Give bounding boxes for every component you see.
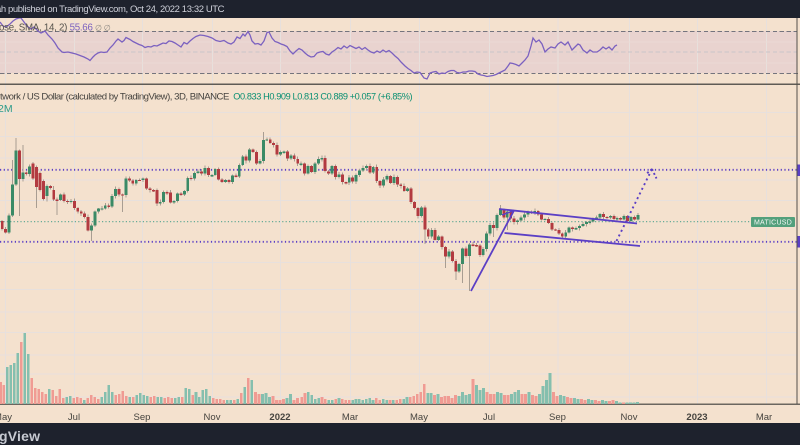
svg-text:Mar: Mar [756, 412, 772, 423]
svg-text:2022: 2022 [269, 412, 290, 423]
svg-text:twork / US Dollar (calculated: twork / US Dollar (calculated by Trading… [0, 92, 413, 103]
svg-text:May: May [0, 412, 12, 423]
svg-text:Mar: Mar [342, 412, 358, 423]
svg-text:May: May [410, 412, 428, 423]
svg-text:Nov: Nov [204, 412, 221, 423]
svg-text:Sep: Sep [549, 412, 566, 423]
svg-text:Nov: Nov [621, 412, 638, 423]
svg-text:Jul: Jul [68, 412, 80, 423]
svg-text:MATICUSD: MATICUSD [754, 220, 792, 227]
svg-text:2023: 2023 [686, 412, 707, 423]
svg-text:Jul: Jul [483, 412, 495, 423]
svg-text:2M: 2M [0, 103, 13, 115]
svg-text:Sep: Sep [134, 412, 151, 423]
svg-text:ose, SMA, 14, 2) 55.66 ∅ ∅: ose, SMA, 14, 2) 55.66 ∅ ∅ [0, 23, 111, 34]
